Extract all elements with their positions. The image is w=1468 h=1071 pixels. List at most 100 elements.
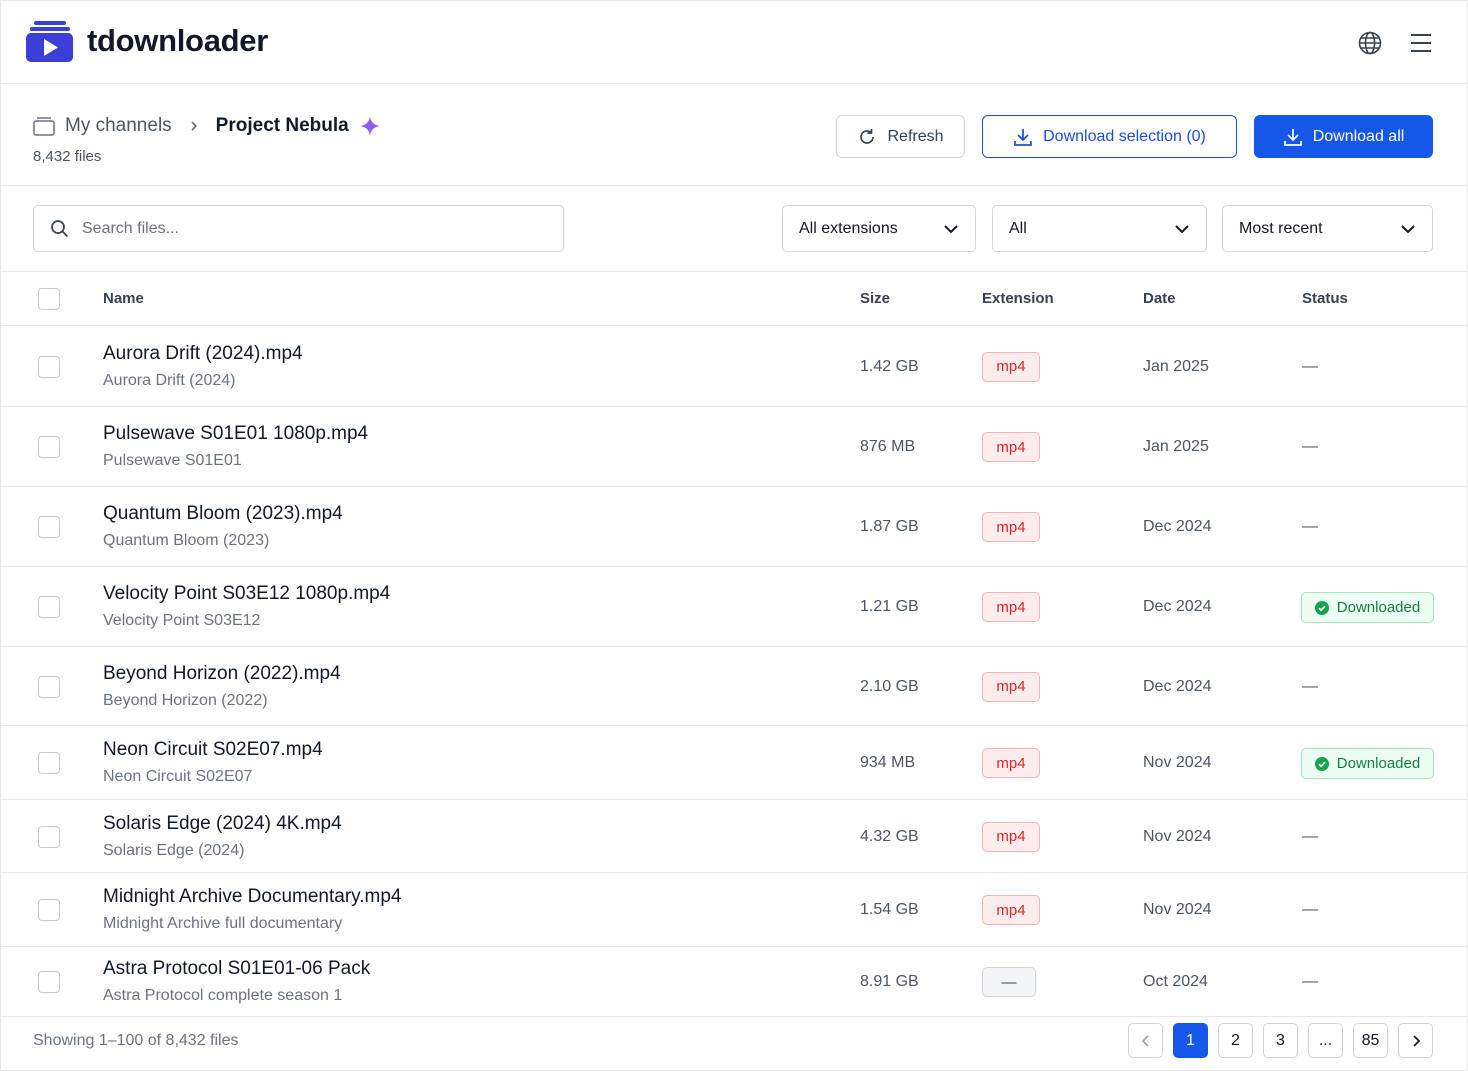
file-row[interactable]: Solaris Edge (2024) 4K.mp4 Solaris Edge (… bbox=[1, 800, 1467, 873]
file-size: 934 MB bbox=[860, 754, 916, 771]
extension-badge: — bbox=[982, 967, 1036, 997]
file-name: Velocity Point S03E12 1080p.mp4 bbox=[103, 583, 391, 604]
download-selection-label: Download selection (0) bbox=[1043, 127, 1206, 145]
table-header: Name Size Extension Date Status bbox=[1, 272, 1467, 326]
extension-select[interactable]: All extensions bbox=[782, 205, 976, 252]
chevron bbox=[191, 121, 197, 131]
extension-badge: mp4 bbox=[982, 895, 1040, 925]
row-checkbox[interactable] bbox=[38, 971, 60, 993]
file-date: Dec 2024 bbox=[1143, 518, 1212, 535]
file-size: 876 MB bbox=[860, 438, 916, 455]
file-name: Neon Circuit S02E07.mp4 bbox=[103, 739, 323, 760]
column-header[interactable]: Extension bbox=[982, 290, 1054, 307]
row-checkbox[interactable] bbox=[38, 596, 60, 618]
file-size: 4.32 GB bbox=[860, 827, 919, 845]
search-input[interactable]: Search files... bbox=[33, 205, 564, 252]
select-all-checkbox[interactable] bbox=[38, 288, 60, 310]
download-all-label: Download all bbox=[1312, 127, 1405, 145]
file-subtitle: Midnight Archive full documentary bbox=[103, 915, 343, 932]
prev-page[interactable] bbox=[1128, 1023, 1163, 1058]
page-button[interactable]: 85 bbox=[1353, 1023, 1388, 1058]
next-page[interactable] bbox=[1398, 1023, 1433, 1058]
file-subtitle: Aurora Drift (2024) bbox=[103, 371, 236, 389]
file-size: 1.42 GB bbox=[860, 357, 919, 375]
file-name: Solaris Edge (2024) 4K.mp4 bbox=[103, 812, 342, 834]
download-all-button[interactable]: Download all bbox=[1254, 115, 1433, 158]
file-date: Jan 2025 bbox=[1143, 357, 1209, 375]
download-icon bbox=[1283, 128, 1302, 146]
logo bbox=[26, 21, 73, 62]
language-button[interactable] bbox=[1358, 31, 1382, 55]
sparkle-icon bbox=[359, 116, 380, 136]
breadcrumb: My channels Project Nebula bbox=[33, 115, 381, 137]
file-subtitle: Astra Protocol complete season 1 bbox=[103, 987, 343, 1004]
row-checkbox[interactable] bbox=[38, 355, 60, 378]
pagination-summary: Showing 1–100 of 8,432 files bbox=[33, 1032, 239, 1049]
page-button[interactable]: 3 bbox=[1263, 1023, 1298, 1058]
file-row[interactable]: Quantum Bloom (2023).mp4 Quantum Bloom (2… bbox=[1, 487, 1467, 567]
chevron-right bbox=[1412, 1034, 1420, 1047]
download-selection-button[interactable]: Download selection (0) bbox=[982, 115, 1237, 158]
extension-badge: mp4 bbox=[982, 748, 1040, 778]
status-badge: Downloaded bbox=[1301, 748, 1434, 779]
file-count: 8,432 files bbox=[33, 148, 102, 165]
file-size: 8.91 GB bbox=[860, 973, 919, 990]
file-subtitle: Pulsewave S01E01 bbox=[103, 452, 242, 469]
row-checkbox[interactable] bbox=[38, 899, 60, 921]
row-checkbox[interactable] bbox=[38, 436, 60, 458]
sort-select[interactable]: Most recent bbox=[1222, 205, 1433, 252]
file-name: Aurora Drift (2024).mp4 bbox=[103, 342, 303, 364]
file-subtitle: Neon Circuit S02E07 bbox=[103, 768, 253, 785]
page-button[interactable]: 2 bbox=[1218, 1023, 1253, 1058]
status-text: — bbox=[1302, 827, 1318, 845]
header bbox=[1, 1, 1467, 84]
refresh-icon bbox=[860, 128, 875, 144]
file-row[interactable]: Aurora Drift (2024).mp4 Aurora Drift (202… bbox=[1, 326, 1467, 407]
extension-badge: mp4 bbox=[982, 351, 1040, 382]
sort-select-label: Most recent bbox=[1239, 219, 1323, 237]
column-header[interactable]: Size bbox=[860, 290, 891, 307]
file-subtitle: Velocity Point S03E12 bbox=[103, 612, 261, 629]
status-text: — bbox=[1302, 438, 1318, 455]
brand: tdownloader bbox=[87, 23, 268, 58]
breadcrumb-parent[interactable]: My channels bbox=[65, 115, 172, 136]
row-checkbox[interactable] bbox=[38, 516, 60, 538]
column-header[interactable]: Name bbox=[103, 290, 144, 307]
page-button[interactable]: 1 bbox=[1173, 1023, 1208, 1058]
file-size: 1.21 GB bbox=[860, 598, 919, 615]
file-row[interactable]: Pulsewave S01E01 1080p.mp4 Pulsewave S01E… bbox=[1, 407, 1467, 487]
breadcrumb-current: Project Nebula bbox=[215, 115, 349, 136]
file-row[interactable]: Velocity Point S03E12 1080p.mp4 Velocity … bbox=[1, 567, 1467, 647]
column-header[interactable]: Status bbox=[1302, 290, 1348, 307]
file-name: Astra Protocol S01E01-06 Pack bbox=[103, 958, 371, 979]
file-date: Nov 2024 bbox=[1143, 827, 1212, 845]
status-select-label: All bbox=[1009, 219, 1027, 237]
extension-badge: mp4 bbox=[982, 821, 1040, 852]
menu-button[interactable] bbox=[1409, 32, 1433, 54]
file-date: Dec 2024 bbox=[1143, 598, 1212, 615]
row-checkbox[interactable] bbox=[38, 675, 60, 698]
status-text: — bbox=[1302, 677, 1318, 695]
file-row[interactable]: Beyond Horizon (2022).mp4 Beyond Horizon … bbox=[1, 647, 1467, 726]
folder-icon bbox=[33, 117, 55, 136]
pagination: 1 2 3... 85 bbox=[1128, 1023, 1433, 1058]
file-name: Midnight Archive Documentary.mp4 bbox=[103, 886, 402, 907]
column-header[interactable]: Date bbox=[1143, 290, 1176, 307]
file-date: Dec 2024 bbox=[1143, 677, 1212, 695]
file-subtitle: Beyond Horizon (2022) bbox=[103, 691, 268, 709]
file-subtitle: Quantum Bloom (2023) bbox=[103, 532, 270, 549]
refresh-button[interactable]: Refresh bbox=[836, 115, 965, 158]
row-checkbox[interactable] bbox=[38, 825, 60, 848]
file-size: 1.54 GB bbox=[860, 901, 919, 918]
chevron-down bbox=[1401, 224, 1415, 233]
status-select[interactable]: All bbox=[992, 205, 1207, 252]
row-checkbox[interactable] bbox=[38, 752, 60, 774]
page-button[interactable]: ... bbox=[1308, 1023, 1343, 1058]
file-row[interactable]: Midnight Archive Documentary.mp4 Midnight… bbox=[1, 873, 1467, 947]
file-name: Pulsewave S01E01 1080p.mp4 bbox=[103, 423, 369, 444]
status-text: — bbox=[1302, 518, 1318, 535]
check-icon bbox=[1314, 600, 1329, 615]
file-row[interactable]: Neon Circuit S02E07.mp4 Neon Circuit S02E… bbox=[1, 726, 1467, 800]
status-badge: Downloaded bbox=[1301, 592, 1434, 623]
file-row[interactable]: Astra Protocol S01E01-06 Pack Astra Proto… bbox=[1, 947, 1467, 1017]
